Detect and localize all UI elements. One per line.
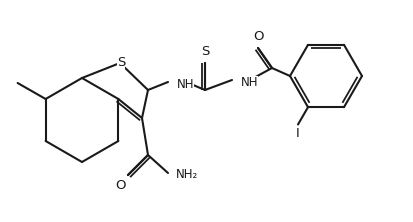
Text: NH₂: NH₂ bbox=[176, 168, 198, 182]
Text: O: O bbox=[115, 179, 126, 192]
Text: NH: NH bbox=[240, 75, 258, 89]
Text: S: S bbox=[200, 45, 209, 58]
Text: O: O bbox=[253, 30, 263, 43]
Text: NH: NH bbox=[177, 77, 194, 91]
Text: I: I bbox=[295, 127, 299, 141]
Text: S: S bbox=[116, 56, 125, 69]
